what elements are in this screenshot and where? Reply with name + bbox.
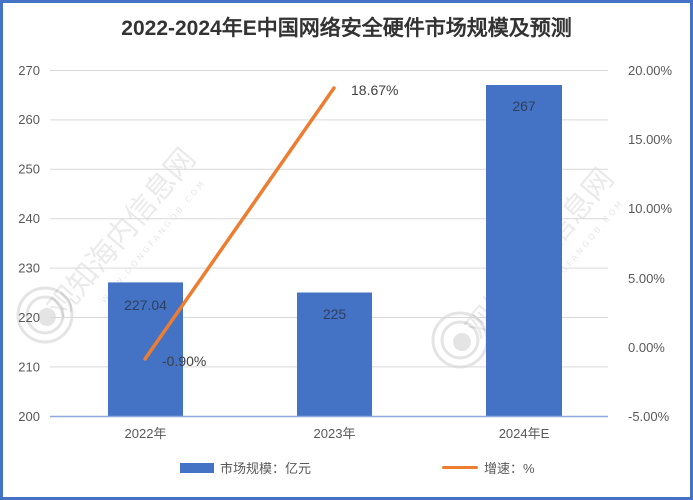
right-tick: -5.00% <box>628 409 670 424</box>
left-tick: 200 <box>18 409 40 424</box>
left-axis: 200 210 220 230 240 250 260 270 <box>18 63 40 424</box>
bar-label: 227.04 <box>124 297 167 313</box>
watermark-logo-icon <box>431 311 489 369</box>
legend-item-market-size: 市场规模：亿元 <box>180 458 311 477</box>
growth-line <box>143 86 336 361</box>
right-tick: 20.00% <box>628 63 673 78</box>
bar-label: 225 <box>323 306 347 322</box>
left-tick: 210 <box>18 360 40 375</box>
right-tick: 10.00% <box>628 201 673 216</box>
bar-2022 <box>108 282 183 416</box>
bar-swatch-icon <box>180 462 214 473</box>
right-axis: -5.00% 0.00% 5.00% 10.00% 15.00% 20.00% <box>628 63 673 424</box>
legend-label: 市场规模：亿元 <box>220 461 312 476</box>
bar-label: 267 <box>512 98 536 114</box>
bar-2024e <box>486 85 562 416</box>
left-tick: 240 <box>18 211 40 226</box>
category-label: 2023年 <box>314 426 356 441</box>
legend-label: 增速：% <box>484 461 535 476</box>
left-tick: 250 <box>18 162 40 177</box>
chart-title: 2022-2024年E中国网络安全硬件市场规模及预测 <box>121 17 572 40</box>
bar-labels: 227.04 225 267 <box>124 98 536 322</box>
left-tick: 270 <box>18 63 40 78</box>
chart-legend: 市场规模：亿元 增速：% <box>0 458 693 478</box>
line-labels: -0.90% 18.67% <box>162 82 398 369</box>
right-tick: 15.00% <box>628 132 673 147</box>
legend-item-growth: 增速：% <box>442 458 535 477</box>
bar-2023 <box>297 292 372 416</box>
left-tick: 230 <box>18 261 40 276</box>
left-tick: 260 <box>18 112 40 127</box>
category-label: 2022年 <box>125 426 167 441</box>
category-label: 2024年E <box>499 426 550 441</box>
left-tick: 220 <box>18 310 40 325</box>
bar-series <box>108 85 562 416</box>
right-tick: 0.00% <box>628 340 665 355</box>
line-label: 18.67% <box>351 82 398 98</box>
right-tick: 5.00% <box>628 271 665 286</box>
line-label: -0.90% <box>162 353 206 369</box>
line-swatch-icon <box>442 466 478 469</box>
x-axis-labels: 2022年 2023年 2024年E <box>125 426 550 441</box>
watermark-logo-icon <box>16 286 74 344</box>
